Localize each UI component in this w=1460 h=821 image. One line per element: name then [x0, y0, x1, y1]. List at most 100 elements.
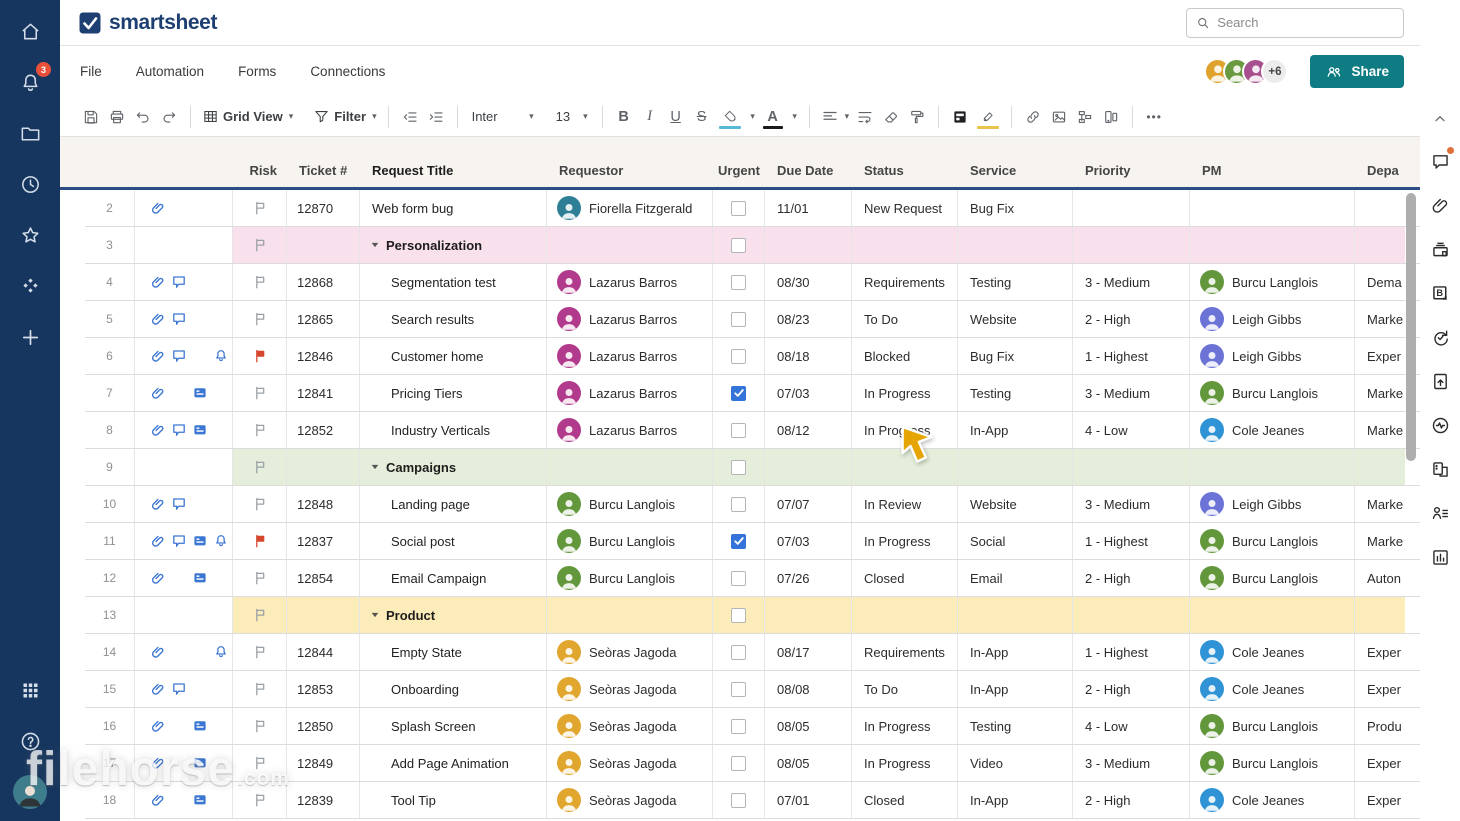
connections-icon[interactable] — [1427, 456, 1453, 482]
cell-title[interactable]: Segmentation test — [360, 264, 547, 300]
cell-ticket[interactable]: 12846 — [287, 338, 360, 374]
filter-button[interactable]: Filter ▾ — [310, 103, 379, 131]
cell-ticket[interactable]: 12848 — [287, 486, 360, 522]
cell-ticket[interactable]: 12865 — [287, 301, 360, 337]
paperclip-icon[interactable] — [147, 570, 168, 586]
urgent-checkbox[interactable] — [731, 681, 746, 697]
card-icon[interactable] — [189, 755, 210, 771]
cell-requestor[interactable] — [547, 597, 713, 633]
urgent-checkbox-checked[interactable] — [731, 385, 746, 401]
cell-title[interactable]: Social post — [360, 523, 547, 559]
card-icon[interactable] — [189, 533, 210, 549]
cell-ticket[interactable]: 12853 — [287, 671, 360, 707]
cell-status[interactable]: In Progress — [852, 412, 958, 448]
sheet-summary-icon[interactable] — [1427, 544, 1453, 570]
cell-title[interactable]: Industry Verticals — [360, 412, 547, 448]
smartsheet-logo[interactable]: smartsheet — [78, 11, 217, 35]
cell-priority[interactable]: 3 - Medium — [1073, 745, 1190, 781]
avatar-overflow-count[interactable]: +6 — [1261, 58, 1289, 85]
cell-due-date[interactable]: 08/05 — [765, 745, 852, 781]
cell-risk[interactable] — [233, 338, 287, 374]
cell-service[interactable]: Website — [958, 486, 1073, 522]
comment-icon[interactable] — [168, 348, 189, 364]
cell-pm[interactable] — [1190, 597, 1355, 633]
cell-service[interactable] — [958, 449, 1073, 485]
link-button[interactable] — [1020, 103, 1046, 131]
cell-requestor[interactable]: Lazarus Barros — [547, 264, 713, 300]
cell-department[interactable]: Dema — [1367, 274, 1402, 290]
urgent-checkbox[interactable] — [731, 792, 746, 808]
search-box[interactable] — [1186, 7, 1404, 38]
cell-risk[interactable] — [233, 560, 287, 596]
cell-due-date[interactable]: 08/30 — [765, 264, 852, 300]
urgent-checkbox[interactable] — [731, 644, 746, 660]
cell-pm[interactable]: Burcu Langlois — [1190, 375, 1355, 411]
column-header-status[interactable]: Status — [864, 163, 904, 178]
cell-due-date[interactable]: 08/05 — [765, 708, 852, 744]
cell-service[interactable] — [958, 227, 1073, 263]
urgent-checkbox[interactable] — [731, 607, 746, 623]
cell-risk[interactable] — [233, 264, 287, 300]
cell-requestor[interactable]: Lazarus Barros — [547, 375, 713, 411]
cell-title[interactable]: Email Campaign — [360, 560, 547, 596]
text-color-button[interactable]: A — [759, 103, 787, 131]
collapse-toolbar-icon[interactable] — [1427, 106, 1453, 132]
recents-clock-icon[interactable] — [13, 167, 47, 201]
highlight-button[interactable] — [973, 103, 1003, 131]
cell-pm[interactable]: Leigh Gibbs — [1190, 486, 1355, 522]
cell-title[interactable]: Customer home — [360, 338, 547, 374]
collapse-caret-icon[interactable] — [370, 608, 380, 623]
cell-title[interactable]: Empty State — [360, 634, 547, 670]
card-icon[interactable] — [189, 385, 210, 401]
cell-status[interactable]: In Progress — [852, 745, 958, 781]
column-header-risk[interactable]: Risk — [249, 163, 277, 178]
cell-urgent[interactable] — [713, 560, 765, 596]
cell-pm[interactable]: Leigh Gibbs — [1190, 338, 1355, 374]
strikethrough-button[interactable]: S — [696, 108, 707, 125]
cell-status[interactable]: New Request — [852, 190, 958, 226]
cell-pm[interactable] — [1190, 190, 1355, 226]
cell-risk[interactable] — [233, 634, 287, 670]
save-button[interactable] — [78, 103, 104, 131]
cell-risk[interactable] — [233, 671, 287, 707]
mobile-preview-button[interactable] — [1098, 103, 1124, 131]
cell-urgent[interactable] — [713, 523, 765, 559]
cell-department[interactable] — [1355, 227, 1405, 263]
cell-risk[interactable] — [233, 597, 287, 633]
cell-pm[interactable]: Cole Jeanes — [1190, 671, 1355, 707]
bell-icon[interactable] — [210, 348, 231, 364]
cell-title[interactable]: Pricing Tiers — [360, 375, 547, 411]
cell-department[interactable]: Marke — [1367, 533, 1404, 549]
more-options-button[interactable]: ••• — [1146, 109, 1162, 124]
row-number[interactable]: 7 — [85, 375, 135, 411]
row-number[interactable]: 5 — [85, 301, 135, 337]
proofs-icon[interactable] — [1427, 236, 1453, 262]
undo-button[interactable] — [130, 103, 156, 131]
redo-button[interactable] — [156, 103, 182, 131]
cell-risk[interactable] — [233, 708, 287, 744]
cell-status[interactable]: To Do — [852, 301, 958, 337]
comment-icon[interactable] — [168, 311, 189, 327]
cell-priority[interactable] — [1073, 227, 1190, 263]
fill-color-dropdown[interactable]: ▾ — [750, 111, 755, 121]
cell-priority[interactable]: 1 - Highest — [1073, 634, 1190, 670]
cell-requestor[interactable]: Burcu Langlois — [547, 486, 713, 522]
row-number[interactable]: 16 — [85, 708, 135, 744]
cell-pm[interactable]: Burcu Langlois — [1190, 523, 1355, 559]
publish-icon[interactable] — [1427, 368, 1453, 394]
menu-automation[interactable]: Automation — [135, 64, 205, 79]
cell-service[interactable]: In-App — [958, 412, 1073, 448]
cell-due-date[interactable] — [765, 449, 852, 485]
row-number[interactable]: 13 — [85, 597, 135, 633]
card-icon[interactable] — [189, 570, 210, 586]
cell-urgent[interactable] — [713, 190, 765, 226]
clear-format-button[interactable] — [878, 103, 904, 131]
account-avatar[interactable] — [13, 775, 47, 809]
cell-requestor[interactable]: Lazarus Barros — [547, 338, 713, 374]
cell-title[interactable]: Onboarding — [360, 671, 547, 707]
cell-service[interactable]: Website — [958, 301, 1073, 337]
paperclip-icon[interactable] — [147, 718, 168, 734]
comment-icon[interactable] — [168, 533, 189, 549]
cell-requestor[interactable]: Seòras Jagoda — [547, 782, 713, 818]
cell-ticket[interactable]: 12854 — [287, 560, 360, 596]
